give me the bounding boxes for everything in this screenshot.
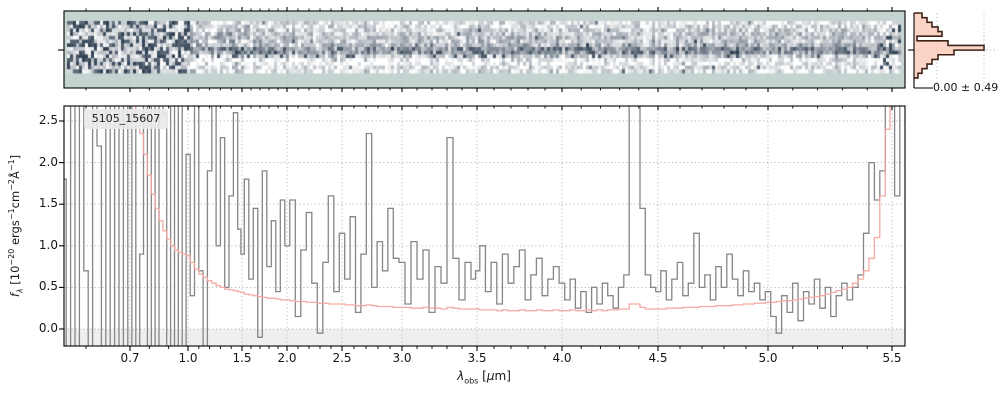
y-tick-label: 0.5: [38, 279, 58, 294]
x-tick-label: 3.0: [392, 351, 412, 365]
x-tick-label: 1.5: [232, 351, 252, 365]
x-tick-label: 5.5: [882, 351, 902, 365]
x-axis-label: λobs [μm]: [457, 369, 511, 386]
x-tick-label: 4.5: [648, 351, 668, 365]
y-tick-label: 2.5: [38, 113, 58, 127]
x-tick-label: 3.5: [467, 351, 487, 365]
y-tick-label: 2.0: [38, 154, 58, 169]
x-tick-label: 1.0: [178, 351, 198, 365]
x-tick-label: 4.0: [552, 351, 572, 365]
y-tick-label: 1.5: [38, 196, 58, 211]
x-tick-label: 2.5: [332, 351, 352, 365]
y-tick-label: 0.0: [38, 321, 58, 335]
y-axis-label: fλ [10−20 ergs−1cm−2Å−1]: [7, 154, 25, 298]
x-tick-label: 5.0: [758, 351, 778, 365]
x-tick-label: 0.7: [120, 351, 140, 365]
x-tick-label: 2.0: [277, 351, 297, 365]
y-tick-label: 1.0: [38, 237, 58, 252]
spectrum-2d-image: [64, 11, 905, 88]
histogram-stats-label: 0.00 ± 0.49: [933, 81, 999, 94]
source-id-label: 5105_15607: [84, 109, 168, 129]
